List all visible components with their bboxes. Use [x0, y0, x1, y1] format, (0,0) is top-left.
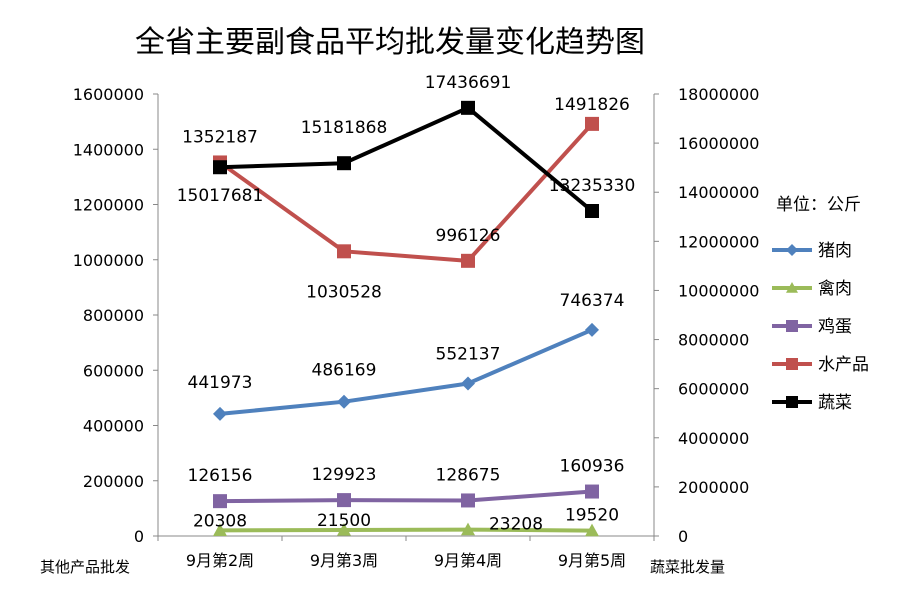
data-point — [461, 376, 475, 391]
y-right-tick-label: 6000000 — [678, 380, 749, 399]
unit-note: 单位：公斤 — [776, 195, 861, 215]
legend-swatch-marker — [786, 320, 798, 332]
data-label: 21500 — [317, 511, 371, 531]
axes: 0 200000 400000 600000 800000 1000000 1200000 1… — [73, 85, 760, 570]
series-line — [219, 327, 593, 416]
data-point — [337, 156, 351, 171]
data-label: 126156 — [188, 466, 253, 486]
legend-label: 猪肉 — [818, 241, 852, 261]
data-point — [213, 160, 227, 175]
data-point — [585, 322, 599, 337]
y-left-tick-label: 800000 — [83, 306, 144, 325]
data-point — [213, 494, 227, 509]
series-line — [218, 122, 594, 263]
data-point — [585, 523, 599, 537]
data-point — [461, 522, 475, 536]
y-right-tick-label: 0 — [678, 527, 688, 546]
data-label: 128675 — [436, 465, 501, 485]
legend-label: 蔬菜 — [818, 393, 852, 413]
data-label: 486169 — [312, 361, 377, 381]
data-point — [337, 523, 351, 536]
data-label: 19520 — [565, 506, 619, 526]
y-left-tick-label: 1000000 — [73, 251, 144, 270]
data-point — [461, 100, 475, 115]
y-right-tick-label: 8000000 — [678, 331, 749, 350]
data-label: 17436691 — [425, 73, 512, 93]
legend-label: 水产品 — [818, 355, 869, 375]
data-point — [585, 484, 599, 499]
data-labels: 441973 486169 552137 746374 20308 21500 23208 1… — [177, 73, 636, 535]
y-right-tick-label: 10000000 — [678, 281, 759, 300]
chart-title: 全省主要副食品平均批发量变化趋势图 — [135, 25, 645, 60]
x-tick-label: 9月第4周 — [434, 551, 502, 570]
series-layer — [213, 100, 599, 537]
data-point — [213, 406, 227, 421]
legend-item-水产品: 水产品 — [772, 355, 869, 375]
series-猪肉 — [213, 322, 599, 421]
y-left-tick-label: 200000 — [83, 472, 144, 491]
x-tick-label: 9月第2周 — [186, 551, 254, 570]
data-label: 746374 — [560, 291, 625, 311]
data-point — [585, 116, 599, 131]
series-禽肉 — [213, 522, 599, 537]
legend-item-蔬菜: 蔬菜 — [772, 393, 852, 413]
legend-swatch-marker — [786, 282, 798, 293]
data-label: 15181868 — [301, 118, 388, 138]
data-point — [461, 493, 475, 508]
y-right-tick-label: 16000000 — [678, 134, 759, 153]
series-鸡蛋 — [213, 484, 599, 509]
y-left-tick-label: 400000 — [83, 417, 144, 436]
y-left-tick-label: 1600000 — [73, 85, 144, 104]
legend-item-鸡蛋: 鸡蛋 — [772, 317, 852, 337]
y-right-tick-label: 18000000 — [678, 85, 759, 104]
legend-swatch-marker — [786, 358, 798, 370]
legend-item-禽肉: 禽肉 — [772, 279, 852, 299]
data-label: 1491826 — [554, 95, 630, 115]
series-line — [219, 489, 593, 504]
y-left-tick-label: 1400000 — [73, 140, 144, 159]
y-right-tick-label: 4000000 — [678, 429, 749, 448]
series-line — [219, 105, 594, 213]
data-point — [461, 253, 475, 268]
data-point — [585, 203, 599, 218]
data-point — [337, 493, 351, 508]
legend-item-猪肉: 猪肉 — [772, 241, 852, 261]
data-label: 1030528 — [306, 282, 382, 302]
x-tick-label: 9月第5周 — [558, 551, 626, 570]
data-point — [337, 244, 351, 259]
y-left-tick-label: 0 — [134, 527, 144, 546]
legend-swatch-marker — [786, 396, 798, 408]
data-label: 15017681 — [177, 186, 264, 206]
data-label: 552137 — [436, 344, 501, 364]
y-right-tick-label: 12000000 — [678, 232, 759, 251]
legend-label: 禽肉 — [818, 279, 852, 299]
y-left-axis-label: 其他产品批发 — [40, 558, 130, 576]
data-point — [213, 523, 227, 536]
data-label: 23208 — [489, 515, 543, 535]
series-水产品 — [213, 116, 599, 268]
data-label: 129923 — [312, 465, 377, 485]
y-right-axis-label: 蔬菜批发量 — [650, 558, 725, 576]
x-tick-label: 9月第3周 — [310, 551, 378, 570]
data-label: 20308 — [193, 511, 247, 531]
data-label: 160936 — [560, 457, 625, 477]
data-label: 13235330 — [549, 176, 636, 196]
series-蔬菜 — [213, 100, 599, 218]
y-left-tick-label: 1200000 — [73, 196, 144, 215]
y-right-tick-label: 14000000 — [678, 183, 759, 202]
y-left-tick-label: 600000 — [83, 361, 144, 380]
legend-label: 鸡蛋 — [818, 317, 852, 337]
data-label: 441973 — [188, 373, 253, 393]
data-label: 1352187 — [182, 127, 258, 147]
data-label: 996126 — [436, 226, 501, 246]
y-right-tick-label: 2000000 — [678, 478, 749, 497]
data-point — [337, 394, 351, 409]
legend-swatch-marker — [786, 244, 798, 256]
series-line — [219, 527, 593, 533]
